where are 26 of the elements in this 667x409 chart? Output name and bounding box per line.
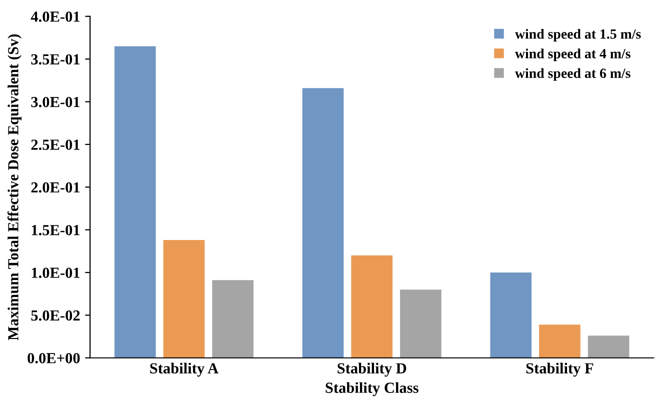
bar <box>114 46 156 358</box>
bar <box>212 280 254 358</box>
y-tick-label: 2.0E-01 <box>31 182 80 193</box>
bar <box>588 336 630 358</box>
y-tick-label: 3.5E-01 <box>31 54 80 65</box>
x-tick-label: Stability D <box>338 362 406 377</box>
y-tick-label: 4.0E-01 <box>30 12 80 22</box>
x-axis-title: Stability Class <box>326 382 418 396</box>
bar <box>490 272 532 358</box>
y-tick-label: 0.0E+00 <box>28 353 80 364</box>
y-axis-title: Maximum Total Effective Dose Equivalent (Sv) <box>7 34 22 340</box>
legend-label: wind speed at 4 m/s <box>515 48 630 62</box>
bar <box>400 290 442 358</box>
y-tick-label: 1.0E-01 <box>32 268 80 278</box>
bar <box>539 324 580 358</box>
y-tick-label: 3.0E-01 <box>31 96 80 108</box>
x-tick-label: Stability F <box>526 362 594 377</box>
legend-label: wind speed at 6 m/s <box>515 68 630 81</box>
bar <box>351 255 393 358</box>
y-tick-label: 5.0E-02 <box>31 310 80 321</box>
legend-label: wind speed at 1.5 m/s <box>515 28 641 42</box>
bar <box>302 88 344 358</box>
y-tick-label: 1.5E-01 <box>32 224 80 236</box>
bar <box>163 240 205 358</box>
y-tick-label: 2.5E-01 <box>31 140 80 150</box>
x-tick-label: Stability A <box>150 362 218 377</box>
